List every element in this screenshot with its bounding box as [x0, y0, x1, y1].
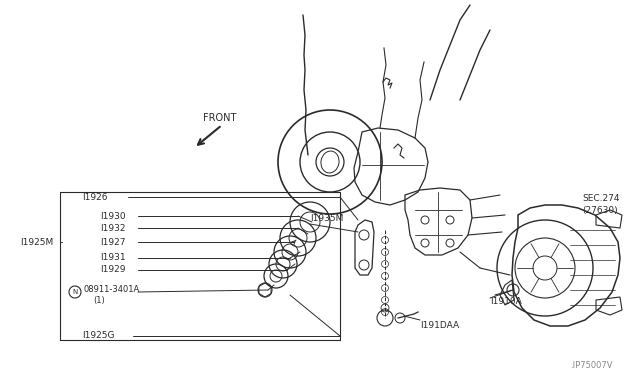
Text: I1932: I1932 — [100, 224, 125, 232]
Text: I1925M: I1925M — [20, 237, 53, 247]
Text: .IP75007V: .IP75007V — [570, 360, 612, 369]
Text: I191DAA: I191DAA — [420, 321, 459, 330]
Text: FRONT: FRONT — [204, 113, 237, 123]
Text: (27630): (27630) — [582, 205, 618, 215]
Text: I1931: I1931 — [100, 253, 125, 263]
Text: I1926: I1926 — [82, 192, 108, 202]
Text: I1925G: I1925G — [82, 331, 115, 340]
Text: I1935M: I1935M — [310, 214, 344, 222]
Text: (1): (1) — [93, 295, 105, 305]
Text: I1910A: I1910A — [490, 298, 522, 307]
Text: I1927: I1927 — [100, 237, 125, 247]
Text: I1929: I1929 — [100, 266, 125, 275]
Text: 08911-3401A: 08911-3401A — [83, 285, 140, 295]
Text: N: N — [72, 289, 77, 295]
Text: SEC.274: SEC.274 — [582, 193, 620, 202]
Text: I1930: I1930 — [100, 212, 125, 221]
